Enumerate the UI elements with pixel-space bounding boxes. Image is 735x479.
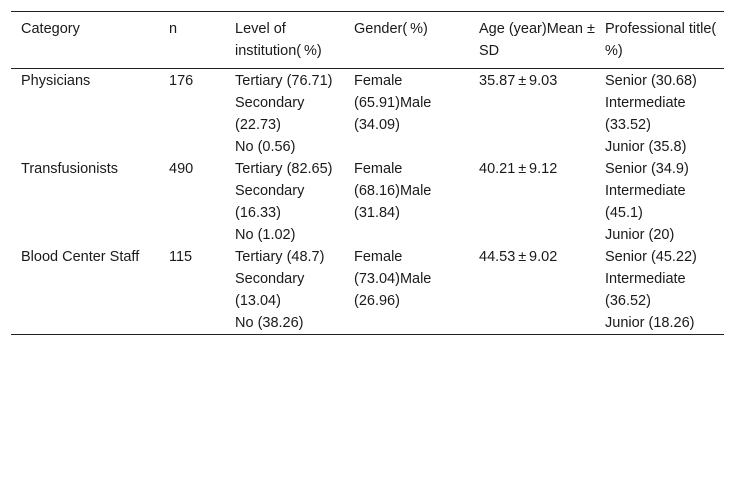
table-row: Physicians 176 Tertiary (76.71) Secondar… — [11, 69, 724, 159]
header-category: Category — [21, 21, 80, 37]
cell-level: Tertiary (76.71) Secondary (22.73) No (0… — [235, 69, 354, 159]
title-junior: Junior (35.8) — [605, 139, 687, 155]
title-senior: Senior (30.68) — [605, 73, 697, 89]
cell-n: 176 — [169, 73, 194, 89]
cell-level: Tertiary (48.7) Secondary (13.04) No (38… — [235, 246, 354, 335]
level-tertiary: Tertiary (48.7) — [235, 249, 325, 265]
table-header: Category n Level of institution( %) Gend… — [11, 11, 724, 69]
header-title: Professional title( %) — [605, 21, 720, 59]
cell-age: 44.53 ± 9.02 — [479, 249, 558, 265]
table-row: Blood Center Staff 115 Tertiary (48.7) S… — [11, 246, 724, 335]
level-no: No (1.02) — [235, 227, 296, 243]
cell-gender: Female (65.91)Male (34.09) — [354, 73, 432, 133]
level-tertiary: Tertiary (82.65) — [235, 161, 333, 177]
cell-n: 490 — [169, 161, 194, 177]
level-tertiary: Tertiary (76.71) — [235, 73, 333, 89]
title-senior: Senior (45.22) — [605, 249, 697, 265]
title-junior: Junior (18.26) — [605, 315, 695, 331]
level-no: No (38.26) — [235, 315, 304, 331]
cell-title: Senior (34.9) Intermediate (45.1) Junior… — [605, 158, 724, 246]
cell-n: 115 — [169, 249, 193, 265]
header-row: Category n Level of institution( %) Gend… — [11, 11, 724, 69]
demographics-table-container: Category n Level of institution( %) Gend… — [11, 11, 724, 335]
title-intermediate: Intermediate (36.52) — [605, 271, 686, 309]
header-gender: Gender( %) — [354, 21, 428, 37]
cell-age: 35.87 ± 9.03 — [479, 73, 558, 89]
table-body: Physicians 176 Tertiary (76.71) Secondar… — [11, 69, 724, 335]
cell-category: Blood Center Staff — [21, 249, 140, 265]
title-intermediate: Intermediate (33.52) — [605, 95, 686, 133]
level-secondary: Secondary (22.73) — [235, 95, 305, 133]
header-age: Age (year)Mean ± SD — [479, 21, 595, 59]
level-secondary: Secondary (16.33) — [235, 183, 305, 221]
header-n: n — [169, 21, 178, 37]
header-level: Level of institution( %) — [235, 21, 322, 59]
cell-level: Tertiary (82.65) Secondary (16.33) No (1… — [235, 158, 354, 246]
level-no: No (0.56) — [235, 139, 296, 155]
level-secondary: Secondary (13.04) — [235, 271, 305, 309]
cell-category: Physicians — [21, 73, 91, 89]
title-senior: Senior (34.9) — [605, 161, 689, 177]
cell-gender: Female (68.16)Male (31.84) — [354, 161, 432, 221]
cell-gender: Female (73.04)Male (26.96) — [354, 249, 432, 309]
cell-age: 40.21 ± 9.12 — [479, 161, 558, 177]
cell-category: Transfusionists — [21, 161, 118, 177]
cell-title: Senior (45.22) Intermediate (36.52) Juni… — [605, 246, 724, 335]
table-row: Transfusionists 490 Tertiary (82.65) Sec… — [11, 158, 724, 246]
title-intermediate: Intermediate (45.1) — [605, 183, 686, 221]
title-junior: Junior (20) — [605, 227, 675, 243]
demographics-table: Category n Level of institution( %) Gend… — [11, 11, 724, 335]
cell-title: Senior (30.68) Intermediate (33.52) Juni… — [605, 69, 724, 159]
